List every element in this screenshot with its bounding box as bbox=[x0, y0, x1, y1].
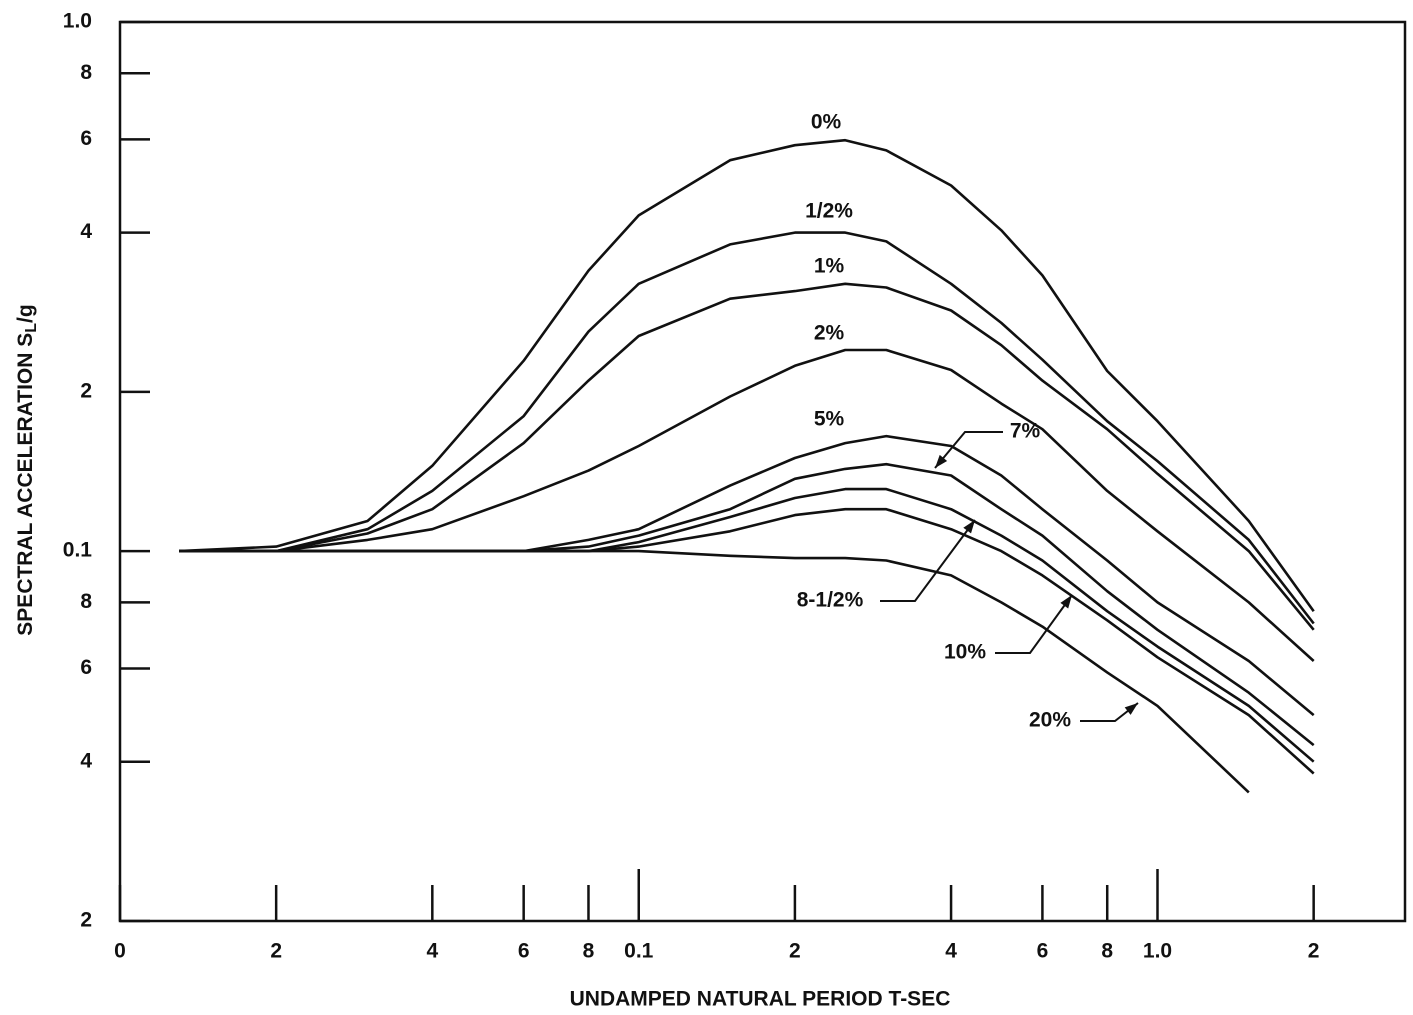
x-tick-label: 6 bbox=[1037, 940, 1049, 963]
damping-curve bbox=[179, 434, 1315, 717]
curve-label: 0% bbox=[811, 111, 842, 134]
damping-curve bbox=[179, 462, 1315, 747]
x-tick-label: 2 bbox=[1308, 940, 1320, 963]
y-tick-label: 1.0 bbox=[63, 10, 92, 33]
leader-line bbox=[934, 431, 1003, 469]
y-axis-title-sub: L bbox=[23, 323, 40, 333]
damping-curve bbox=[179, 231, 1315, 625]
curve-label: 2% bbox=[814, 322, 845, 345]
damping-curve bbox=[179, 348, 1315, 662]
curve-label: 1/2% bbox=[805, 200, 853, 223]
y-axis-title: SPECTRAL ACCELERATION SL/g bbox=[14, 304, 41, 635]
damping-curve bbox=[179, 549, 1250, 794]
curve-label: 7% bbox=[1010, 420, 1041, 443]
y-axis-title-main: SPECTRAL ACCELERATION S bbox=[14, 333, 37, 636]
x-tick-label: 0.1 bbox=[624, 940, 654, 963]
x-tick-label: 2 bbox=[789, 940, 801, 963]
curve-label: 20% bbox=[1029, 709, 1071, 732]
curve-label: 8-1/2% bbox=[797, 589, 864, 612]
damping-curve bbox=[179, 487, 1315, 763]
curve-label: 1% bbox=[814, 255, 845, 278]
y-tick-label: 2 bbox=[80, 909, 92, 932]
leader-line bbox=[880, 519, 976, 602]
arrow-head bbox=[1060, 595, 1072, 609]
x-tick-label: 8 bbox=[1101, 940, 1113, 963]
arrow-head bbox=[935, 454, 948, 468]
x-axis-title: UNDAMPED NATURAL PERIOD T-SEC bbox=[570, 988, 951, 1011]
x-tick-label: 1.0 bbox=[1143, 940, 1172, 963]
curve-label: 5% bbox=[814, 408, 845, 431]
y-tick-label: 8 bbox=[80, 61, 92, 84]
y-tick-label: 6 bbox=[80, 127, 92, 150]
y-tick-label: 4 bbox=[80, 749, 92, 772]
x-tick-label: 4 bbox=[426, 940, 438, 963]
curve-label: 10% bbox=[944, 641, 986, 664]
x-tick-label: 6 bbox=[518, 940, 530, 963]
x-tick-label: 2 bbox=[270, 940, 282, 963]
y-tick-label: 4 bbox=[80, 220, 92, 243]
y-tick-label: 0.1 bbox=[63, 539, 93, 562]
y-axis-title-tail: /g bbox=[14, 304, 37, 323]
leader-line bbox=[995, 594, 1073, 654]
y-tick-label: 6 bbox=[80, 656, 92, 679]
damping-curve bbox=[179, 138, 1315, 612]
plot-frame bbox=[118, 20, 1407, 923]
arrow-head bbox=[1124, 703, 1138, 715]
x-tick-label: 8 bbox=[583, 940, 595, 963]
y-tick-label: 2 bbox=[80, 379, 92, 402]
x-tick-label: 0 bbox=[114, 940, 126, 963]
y-tick-label: 8 bbox=[80, 590, 92, 613]
damping-curve bbox=[179, 507, 1315, 775]
damping-curve bbox=[179, 282, 1315, 631]
x-tick-label: 4 bbox=[945, 940, 957, 963]
arrow-head bbox=[963, 520, 975, 534]
